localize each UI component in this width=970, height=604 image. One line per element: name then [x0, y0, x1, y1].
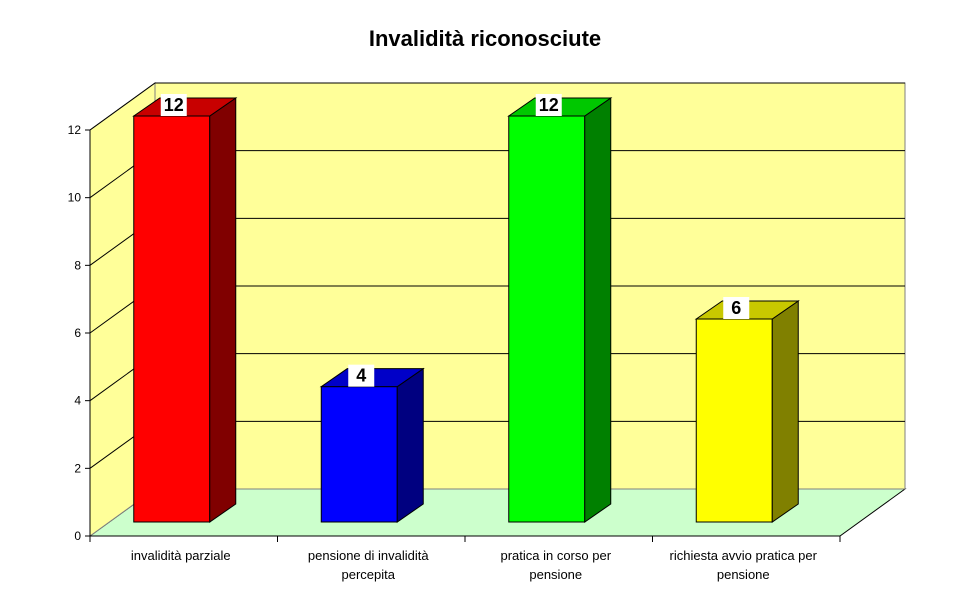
bar-front — [508, 115, 586, 523]
bar — [694, 300, 800, 523]
data-label: 4 — [356, 366, 366, 386]
x-category-label: invalidità parziale — [131, 548, 231, 563]
y-tick-label: 2 — [74, 461, 81, 475]
bar-side — [209, 97, 237, 523]
data-label-box — [535, 94, 562, 116]
y-tick-label: 10 — [68, 191, 82, 205]
data-label-box — [348, 364, 375, 387]
y-tick-label: 8 — [74, 258, 81, 272]
x-category-label: percepita — [342, 567, 396, 582]
bar-front — [133, 115, 211, 523]
y-tick-label: 0 — [74, 529, 81, 543]
x-category-label: pensione — [529, 567, 582, 582]
y-tick-label: 4 — [74, 394, 81, 408]
data-label-box — [160, 94, 187, 116]
y-tick-label: 6 — [74, 326, 81, 340]
bar — [507, 97, 613, 523]
data-label: 6 — [731, 298, 741, 318]
x-category-label: pensione di invalidità — [308, 548, 429, 563]
x-category-label: richiesta avvio pratica per — [670, 548, 818, 563]
bar-side — [771, 300, 799, 523]
y-tick-label: 12 — [68, 123, 82, 137]
bar-side — [584, 97, 612, 523]
data-label: 12 — [539, 95, 559, 115]
bar-front — [320, 386, 398, 523]
bar — [319, 367, 425, 523]
x-category-label: pensione — [717, 567, 770, 582]
gridline — [89, 82, 905, 131]
bar — [132, 97, 238, 523]
bar-front — [695, 318, 773, 523]
x-category-label: pratica in corso per — [500, 548, 611, 563]
data-label-box — [723, 297, 750, 319]
chart-title: Invalidità riconosciute — [368, 26, 602, 51]
bar-side — [396, 367, 424, 523]
data-label: 12 — [164, 95, 184, 115]
